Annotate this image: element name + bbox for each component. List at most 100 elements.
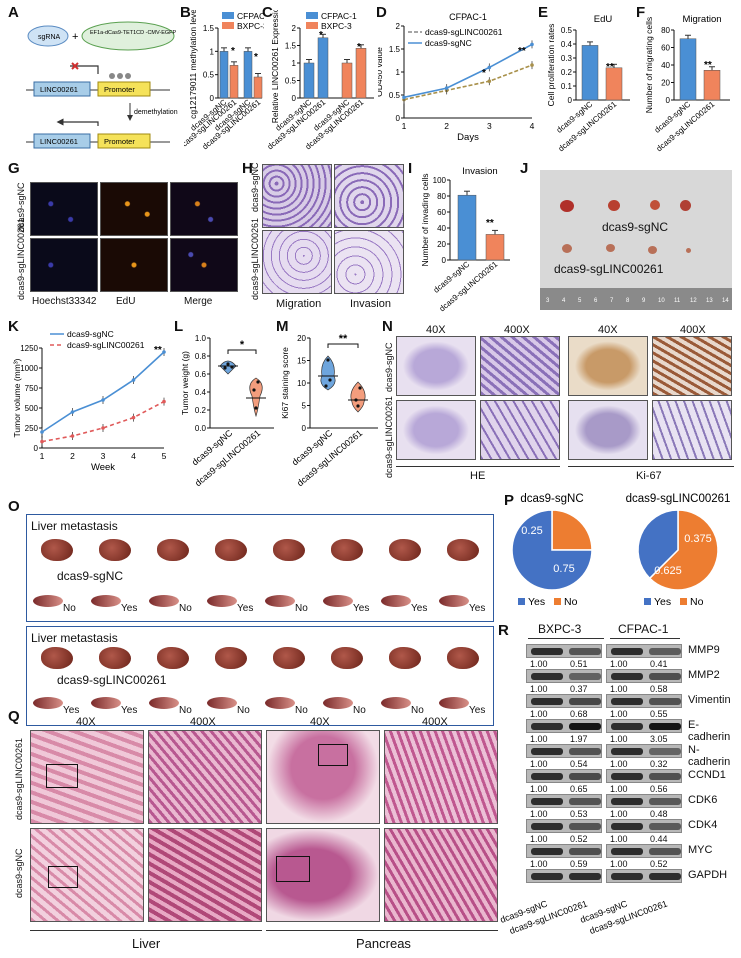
panel-label-q: Q	[8, 708, 20, 725]
blot-value: 1.00	[530, 784, 548, 794]
o-liver	[447, 539, 479, 561]
panel-label-m: M	[276, 318, 289, 335]
blot-band	[611, 723, 643, 730]
panel-label-f: F	[636, 4, 646, 21]
chartK-legend-text: dcas9-sgLINC00261	[67, 340, 145, 350]
chartC-bar	[303, 62, 315, 99]
o-metastasis-label: Yes	[469, 603, 486, 614]
ruler-tick: 4	[562, 298, 566, 304]
o-box-sg: Liver metastasis dcas9-sgLINC00261 Yes Ye…	[26, 626, 494, 726]
chartM-ytick: 20	[297, 334, 306, 343]
g-col-edu: EdU	[116, 296, 136, 307]
blot-strip	[606, 744, 682, 758]
chartM-point	[324, 384, 328, 388]
blot-band	[531, 748, 563, 755]
edu-nc	[100, 182, 168, 236]
blot-value: 0.51	[570, 659, 588, 669]
n-he-bar	[396, 466, 560, 467]
o-metastasis-label: Yes	[411, 603, 428, 614]
blot-band	[569, 648, 601, 655]
chartC-bar	[317, 37, 329, 99]
blot-value: 0.58	[650, 684, 668, 694]
chartD-xtick: 3	[487, 121, 492, 131]
o-metastasis-label: Yes	[121, 705, 138, 716]
blot-value: 3.05	[650, 734, 668, 744]
q-inset-2	[318, 744, 348, 766]
blot-band	[611, 773, 643, 780]
blot-value: 1.00	[530, 759, 548, 769]
o-organ-pair	[149, 595, 179, 607]
chartI-bar	[457, 194, 477, 261]
chartB-sig: *	[254, 52, 258, 63]
chartC-legend-swatch	[306, 12, 318, 19]
ruler-tick: 8	[626, 298, 630, 304]
o-metastasis-label: No	[295, 705, 308, 716]
n-he-400-nc	[480, 336, 560, 396]
chart-k: 0 250 500 750 1000 1250 Tumor volume (mm³) 1 2 3 4…	[12, 329, 167, 473]
chartM-ytick: 0	[302, 424, 307, 433]
q-liver-400-sg	[148, 730, 262, 824]
o-metastasis-label: Yes	[237, 603, 254, 614]
ruler-tick: 12	[690, 298, 697, 304]
blot-band	[611, 873, 643, 880]
chartM-point	[354, 398, 358, 402]
blot-strip	[606, 869, 682, 883]
q-liver-40-nc	[30, 828, 144, 922]
o-liver	[389, 647, 421, 669]
n-group-he: HE	[470, 470, 486, 482]
chartD-xtick: 4	[530, 121, 535, 131]
r-blots: 1.00 0.51 1.00 0.41 MMP9 1.00 0.37 1.00 0.58 MMP2…	[526, 644, 740, 914]
blot-band	[531, 798, 563, 805]
chartC-ytick: 1	[292, 59, 297, 68]
q-row-nc: dcas9-sgNC	[14, 848, 24, 898]
chartK-ytick: 250	[25, 424, 39, 433]
pie-legend-no: No	[690, 596, 704, 608]
q-col-2: 400X	[190, 716, 216, 728]
blot-value: 1.00	[610, 834, 628, 844]
q-group-liver: Liver	[132, 936, 161, 951]
h-row-nc: dcas9-sgNC	[250, 162, 260, 212]
chartI-ylabel: Number of invading cells	[420, 173, 430, 266]
blot-band	[569, 798, 601, 805]
pie-value-label: 0.25	[521, 525, 542, 537]
invasion-sg	[334, 230, 404, 294]
blot-band	[531, 848, 563, 855]
blot-band	[569, 748, 601, 755]
hoechst-nc	[30, 182, 98, 236]
blot-value: 0.32	[650, 759, 668, 769]
o-organ-pair	[207, 595, 237, 607]
o-metastasis-label: Yes	[63, 705, 80, 716]
chartC-sig: *	[319, 30, 323, 41]
chartD-point	[444, 86, 449, 90]
chartL-point	[256, 380, 260, 384]
sgrna-label: sgRNA	[38, 34, 61, 41]
r-xlabels: dcas9-sgNCdcas9-sgLINC00261dcas9-sgNCdca…	[500, 898, 669, 936]
n-ki-bar	[568, 466, 734, 467]
chartK-point	[131, 415, 136, 420]
blot-strip	[606, 844, 682, 858]
o-title-nc: Liver metastasis	[31, 519, 118, 533]
blot-value: 1.00	[610, 659, 628, 669]
chartC-legend-text: CFPAC-1	[321, 11, 357, 21]
chartM-point	[326, 358, 330, 362]
panel-g-images	[30, 182, 238, 292]
q-col-4: 400X	[422, 716, 448, 728]
chartK-ylabel: Tumor volume (mm³)	[12, 358, 22, 437]
o-organ-pair	[33, 697, 63, 709]
blot-protein-name: MMP9	[688, 644, 720, 656]
blot-value: 0.55	[650, 709, 668, 719]
chartB-legend-swatch	[222, 22, 234, 29]
blot-value: 0.59	[570, 859, 588, 869]
chartC-bar	[341, 62, 353, 99]
chartM-point	[328, 378, 332, 382]
chartD-ylabel: OD450 value	[378, 47, 384, 97]
chartD-xtick: 1	[402, 121, 407, 131]
chartM-point	[358, 386, 362, 390]
blot-value: 0.52	[650, 859, 668, 869]
blot-band	[649, 723, 681, 730]
pie-title: dcas9-sgNC	[520, 493, 583, 505]
chartD-series-line	[403, 43, 533, 99]
o-metastasis-label: Yes	[469, 705, 486, 716]
pie-title: dcas9-sgLINC00261	[626, 493, 731, 505]
blot-protein-name: CCND1	[688, 769, 726, 781]
